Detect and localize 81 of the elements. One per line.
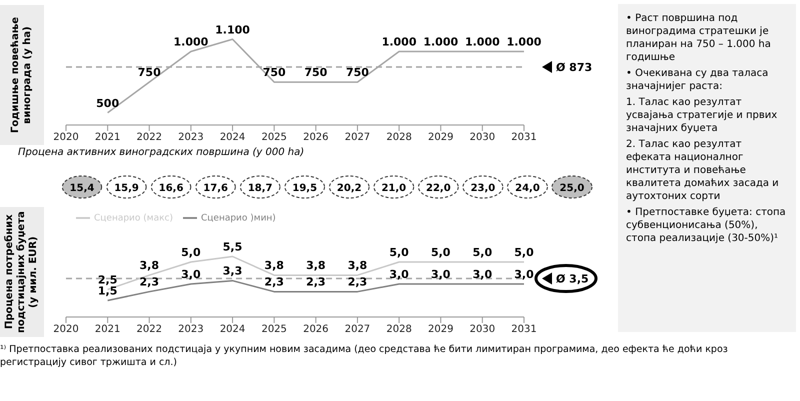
- data-label: 24,0: [515, 183, 540, 194]
- legend-label: Сценарио )мин): [201, 213, 276, 224]
- text: ¹⁾ Претпоставка реализованих подстицаја у укупним новим засадима (део средстава ће бити лимитиран програмима, део ефекта ће доћи кроз регистрацију сивог тржишта и сл.): [0, 343, 729, 369]
- x-tick-label: 2025: [261, 132, 287, 144]
- data-label: 750: [346, 66, 370, 80]
- x-tick-label: 2020: [53, 132, 79, 144]
- x-tick-label: 2024: [220, 132, 246, 144]
- data-label: 1.000: [382, 36, 417, 48]
- data-label: 2,3: [348, 276, 368, 289]
- x-tick-label: 2023: [178, 132, 204, 144]
- data-label: 3,8: [140, 259, 160, 272]
- text: Процена активних виноградских површина (у 000 ha): [18, 147, 304, 158]
- x-tick-label: 2022: [136, 324, 162, 336]
- data-label: 23,0: [470, 183, 496, 194]
- data-label: 17,6: [203, 183, 228, 194]
- data-label: 2,5: [98, 274, 118, 286]
- data-label: 3,0: [181, 268, 201, 281]
- x-tick-label: 2026: [303, 132, 329, 144]
- x-tick-label: 2023: [178, 324, 204, 336]
- x-tick-label: 2029: [428, 324, 454, 336]
- data-label: 15,4: [70, 183, 94, 194]
- text: • Раст површина под виноградима стратешки је планиран на 750 – 1.000 ha годишње: [626, 12, 772, 64]
- data-label: 3,8: [348, 259, 368, 272]
- data-label: 750: [304, 66, 328, 80]
- x-tick-label: 2027: [344, 324, 370, 336]
- data-label: 5,0: [472, 246, 492, 259]
- data-label: 3,3: [222, 264, 242, 278]
- data-label: 750: [262, 66, 286, 80]
- data-label: 25,0: [560, 183, 584, 194]
- x-tick-label: 2028: [386, 324, 412, 336]
- data-label: 1.100: [215, 23, 250, 36]
- data-label: 21,0: [381, 183, 406, 194]
- data-label: 5,5: [222, 240, 242, 254]
- x-tick-label: 2028: [386, 132, 412, 144]
- data-label: 3,8: [306, 259, 326, 272]
- x-tick-label: 2020: [53, 324, 79, 336]
- text: • Очекивана су два таласа значајнијег раста:: [626, 67, 770, 93]
- data-label: 1.000: [464, 36, 500, 48]
- data-label: 5,0: [181, 246, 201, 259]
- x-tick-label: 2030: [470, 324, 496, 336]
- data-label: 1,5: [98, 284, 118, 298]
- x-tick-label: 2027: [344, 132, 370, 144]
- x-tick-label: 2022: [136, 132, 162, 144]
- data-label: 1.000: [174, 36, 209, 48]
- data-label: 16,6: [158, 183, 184, 194]
- data-label: 18,7: [248, 183, 273, 194]
- data-label: 500: [96, 96, 120, 110]
- text: • Претпоставке буџета: стопа субвенционисања (50%), стопа реализације (30-50%)¹: [626, 206, 787, 245]
- text: 2. Талас као резултат ефеката националног института и повећање квалитета домаћих засада и аутохтоних сорти: [626, 138, 780, 203]
- data-label: 3,0: [430, 268, 451, 281]
- x-tick-label: 2021: [94, 132, 120, 144]
- data-label: 2,3: [140, 276, 160, 289]
- data-label: 20,2: [336, 183, 362, 194]
- data-label: 3,0: [514, 268, 534, 281]
- data-label: 22,0: [426, 183, 451, 194]
- y-axis-title: Годишње повећање винограда (у ha): [10, 16, 34, 136]
- data-label: 15,9: [114, 183, 139, 194]
- data-label: 3,8: [264, 259, 284, 272]
- y-axis-title: Процена потребних подстицајних буџета (у мил. EUR): [4, 210, 40, 334]
- x-tick-label: 2030: [470, 132, 496, 144]
- data-label: 1.000: [423, 36, 458, 48]
- data-label: 2,3: [264, 276, 284, 289]
- x-tick-label: 2024: [220, 324, 246, 336]
- data-label: 19,5: [292, 183, 318, 194]
- x-tick-label: 2025: [261, 324, 287, 336]
- data-label: 3,0: [389, 268, 410, 281]
- ref-line-label: Ø 873: [556, 61, 592, 74]
- text: 1. Талас као резултат усвајања стратегије и првих значајних буџета: [626, 96, 778, 135]
- x-tick-label: 2031: [511, 324, 537, 336]
- data-label: 2,3: [306, 276, 326, 289]
- data-label: 1.000: [506, 36, 542, 48]
- data-label: 3,0: [472, 268, 492, 281]
- x-tick-label: 2021: [94, 324, 120, 336]
- data-label: 5,0: [389, 246, 410, 259]
- x-tick-label: 2031: [511, 132, 537, 144]
- x-tick-label: 2029: [428, 132, 454, 144]
- data-label: 750: [138, 66, 162, 80]
- data-label: 5,0: [514, 246, 534, 259]
- x-tick-label: 2026: [303, 324, 329, 336]
- data-label: 5,0: [430, 246, 451, 259]
- ref-line-label: Ø 3,5: [556, 272, 589, 286]
